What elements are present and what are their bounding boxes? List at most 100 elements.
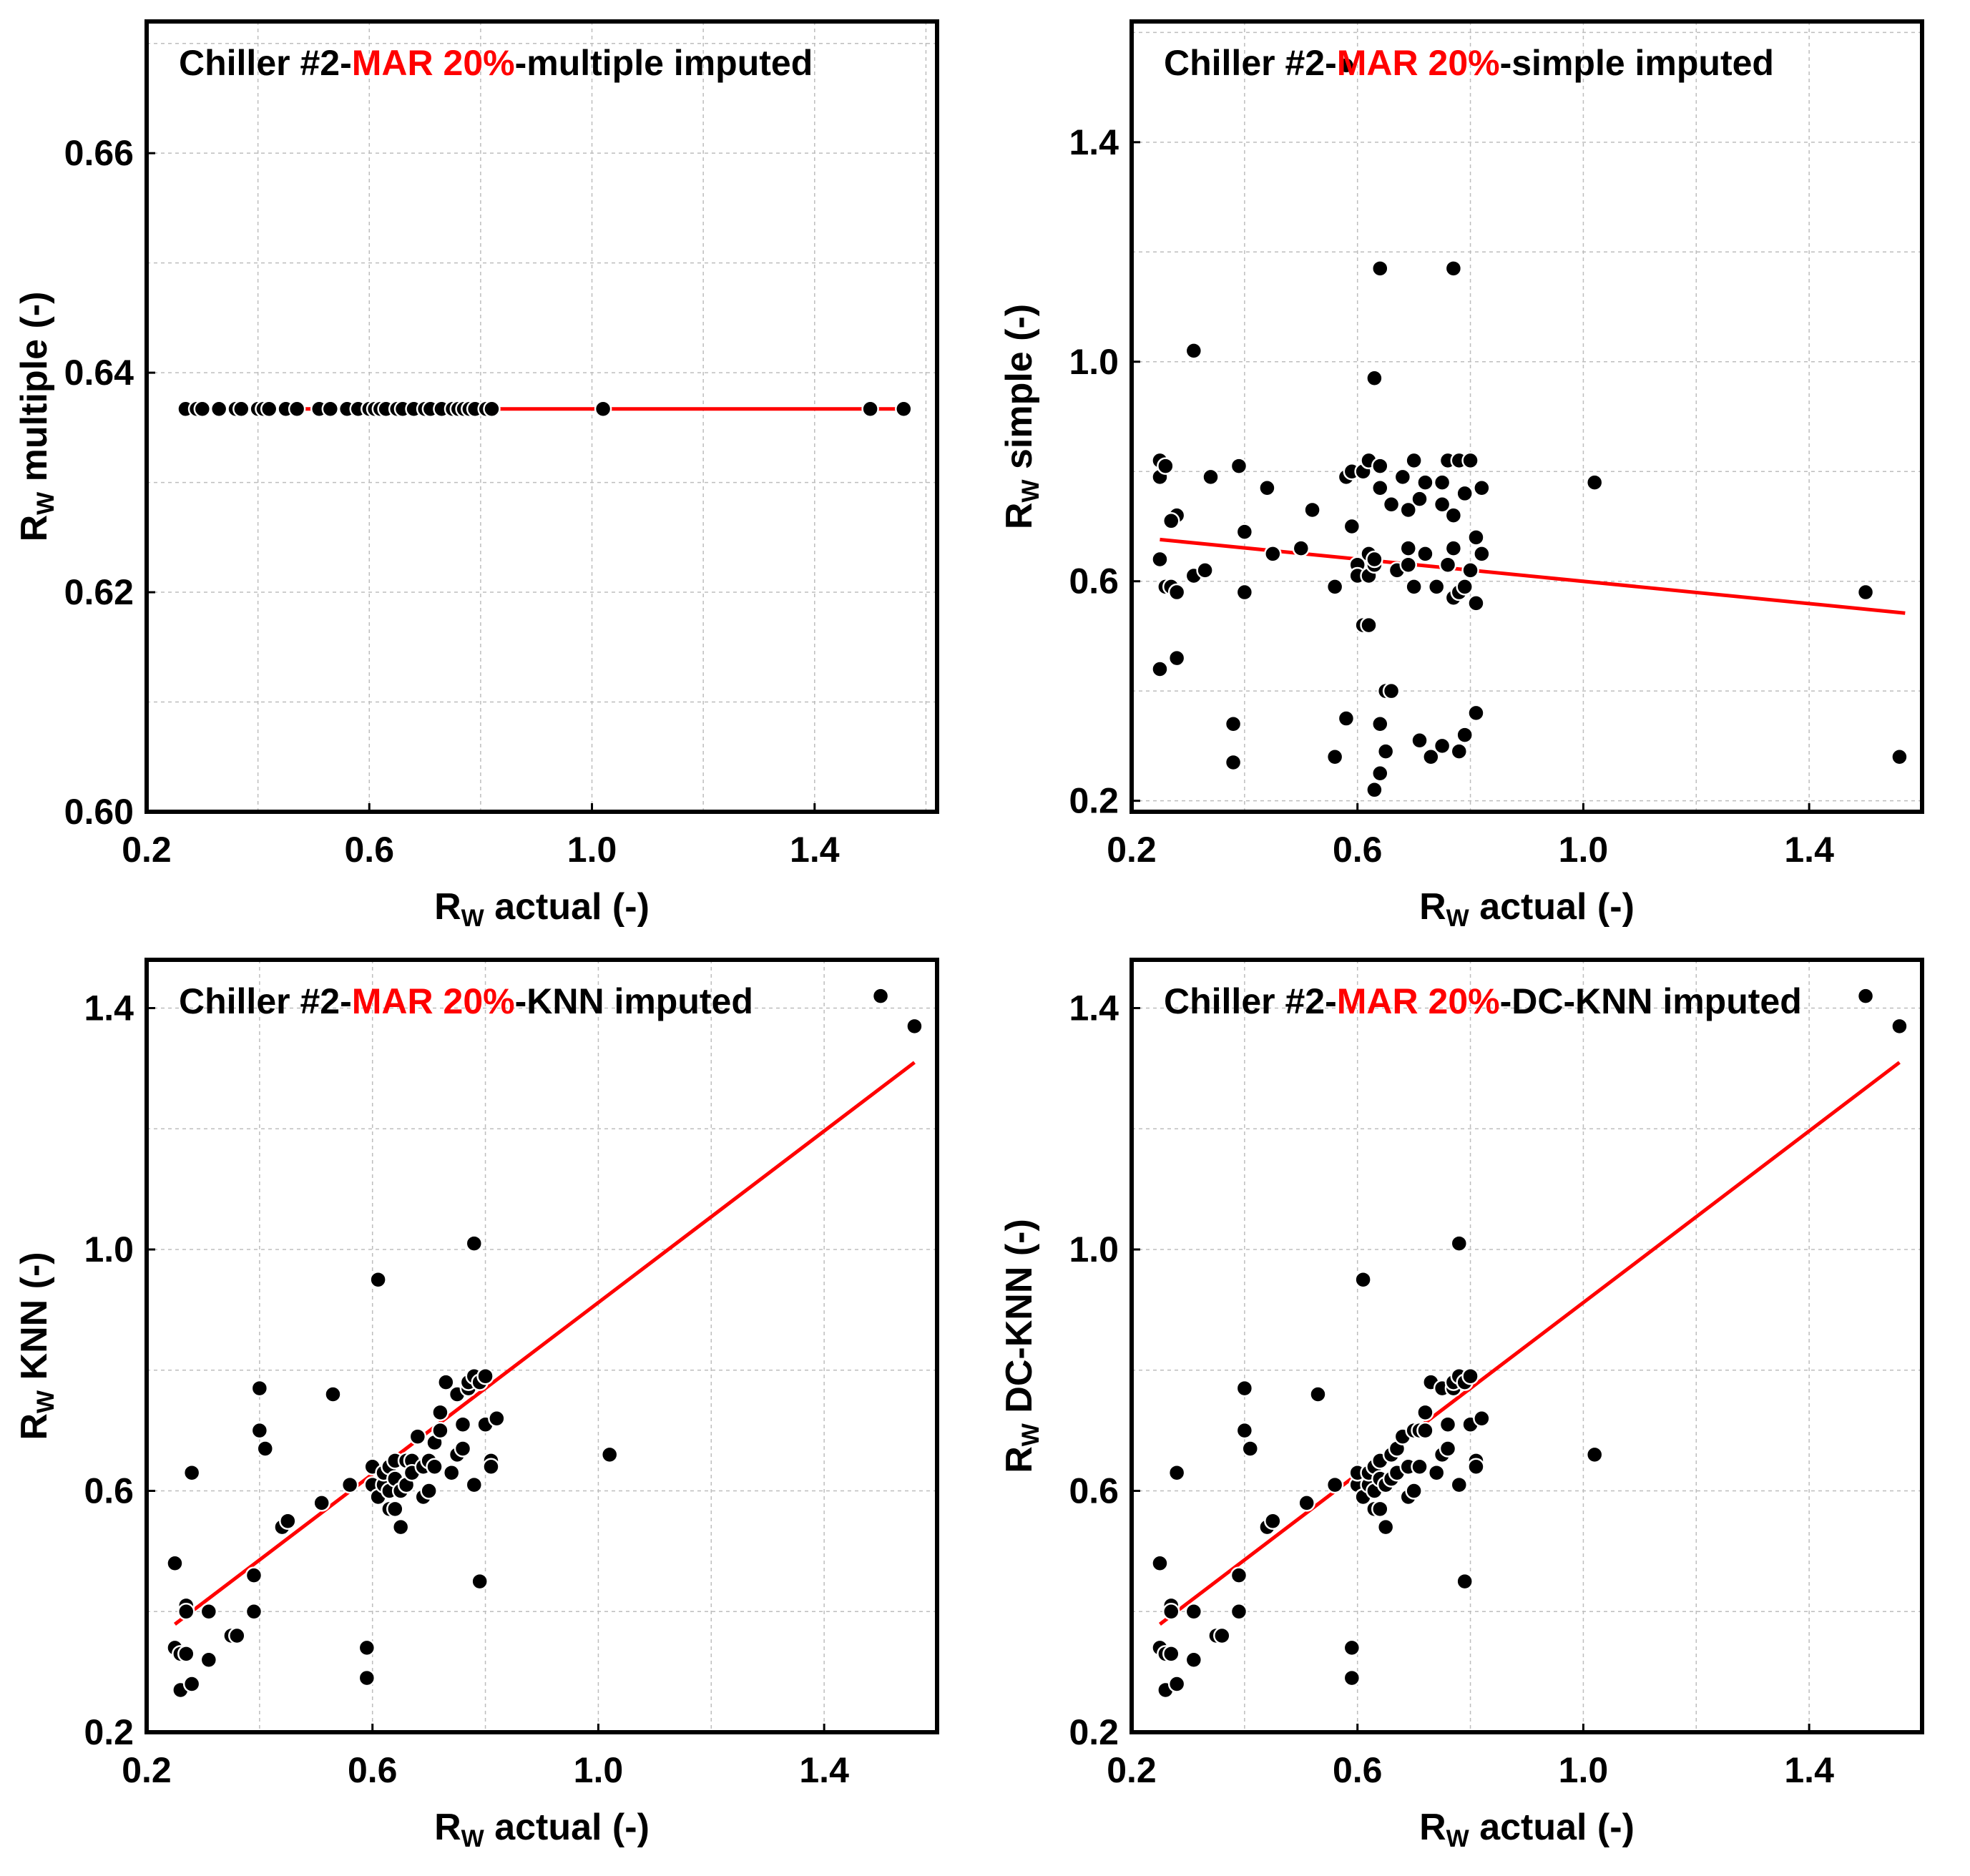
chart-title: Chiller #2-MAR 20%-KNN imputed xyxy=(179,981,753,1021)
data-point xyxy=(369,1270,387,1289)
title-highlight: MAR 20% xyxy=(352,981,515,1021)
data-point xyxy=(193,400,212,418)
data-point xyxy=(1856,583,1875,601)
data-point xyxy=(1467,1458,1485,1475)
x-axis-label: RW actual (-) xyxy=(434,1807,650,1852)
data-point xyxy=(245,1603,263,1621)
x-tick-label: 1.0 xyxy=(1559,830,1609,870)
data-point xyxy=(1467,594,1485,612)
data-point xyxy=(1337,709,1356,727)
data-point xyxy=(358,1669,376,1687)
data-point xyxy=(232,400,250,418)
x-tick-label: 1.4 xyxy=(1784,830,1834,870)
y-tick-label: 0.6 xyxy=(1069,561,1119,601)
data-point xyxy=(1303,501,1321,519)
title-prefix: Chiller #2- xyxy=(179,981,352,1021)
data-point xyxy=(1167,583,1186,601)
data-point xyxy=(200,1651,218,1669)
data-point xyxy=(1371,765,1389,782)
y-tick-label: 0.66 xyxy=(64,133,134,173)
data-point xyxy=(1371,714,1389,733)
data-point xyxy=(1230,457,1248,475)
data-point xyxy=(1224,714,1243,733)
data-point xyxy=(1202,468,1220,486)
data-point xyxy=(1241,1440,1259,1458)
data-point xyxy=(1162,512,1180,530)
data-point xyxy=(391,1518,410,1536)
data-point xyxy=(600,1445,619,1464)
y-tick-label: 0.2 xyxy=(1069,1712,1119,1752)
data-point xyxy=(1371,457,1389,475)
chart-knn-imputed: 0.2 0.6 1.0 1.4 0.2 0.6 1.0 1.4 Chiller #2-MAR… xyxy=(14,958,939,1852)
x-tick-label: 0.6 xyxy=(348,1750,398,1790)
title-suffix: -KNN imputed xyxy=(515,981,753,1021)
data-point xyxy=(437,1373,455,1391)
data-point xyxy=(1461,561,1479,579)
x-axis-label: RW actual (-) xyxy=(1419,886,1635,932)
data-point xyxy=(1456,1572,1474,1591)
data-point xyxy=(313,1494,330,1512)
data-point xyxy=(465,1475,484,1494)
data-point xyxy=(1461,1367,1479,1385)
data-point xyxy=(228,1626,246,1645)
x-tick-label: 0.2 xyxy=(1107,1750,1157,1790)
data-point xyxy=(1162,1645,1180,1663)
title-highlight: MAR 20% xyxy=(1337,981,1500,1021)
data-point xyxy=(465,1234,484,1252)
data-point xyxy=(1585,473,1604,491)
title-prefix: Chiller #2- xyxy=(1164,43,1337,83)
x-tick-label: 0.2 xyxy=(1107,830,1157,870)
chart-dc-knn-imputed: 0.2 0.6 1.0 1.4 0.2 0.6 1.0 1.4 Chiller #2-MAR… xyxy=(999,958,1924,1852)
x-tick-label: 0.6 xyxy=(1333,1750,1383,1790)
regression-line xyxy=(1160,537,1906,615)
data-point xyxy=(1433,473,1451,491)
data-point xyxy=(1393,468,1412,486)
data-point xyxy=(1473,1410,1491,1428)
data-point xyxy=(288,400,306,418)
data-point xyxy=(1213,1626,1231,1645)
title-suffix: -multiple imputed xyxy=(515,43,813,83)
data-point xyxy=(1343,1639,1361,1657)
data-point xyxy=(1444,506,1463,524)
data-point xyxy=(1444,260,1463,278)
data-point xyxy=(1450,742,1469,760)
y-axis-label: RW simple (-) xyxy=(999,304,1044,529)
y-axis-label: RW KNN (-) xyxy=(14,1252,59,1440)
x-tick-label: 1.4 xyxy=(799,1750,849,1790)
data-point xyxy=(1405,578,1423,596)
data-point xyxy=(250,1379,269,1398)
y-tick-label: 0.6 xyxy=(1069,1471,1119,1511)
data-point xyxy=(245,1566,263,1584)
data-point xyxy=(200,1603,218,1621)
data-point xyxy=(1230,1603,1248,1621)
y-tick-label: 0.2 xyxy=(1069,781,1119,821)
x-tick-label: 0.6 xyxy=(345,830,395,870)
data-point xyxy=(1292,539,1310,557)
plot-frame xyxy=(144,958,939,1734)
data-point xyxy=(1399,501,1417,519)
x-tick-label: 1.0 xyxy=(574,1750,624,1790)
data-point xyxy=(321,400,340,418)
data-point xyxy=(1376,742,1395,760)
data-point xyxy=(1439,1415,1457,1433)
data-point xyxy=(166,1554,184,1572)
data-point xyxy=(1354,1270,1372,1289)
data-point xyxy=(1416,473,1434,491)
y-tick-label: 1.4 xyxy=(84,988,134,1028)
data-point xyxy=(431,1421,449,1440)
data-point xyxy=(324,1385,342,1403)
data-point xyxy=(1411,731,1429,750)
data-point xyxy=(1585,1445,1604,1464)
data-point xyxy=(177,1603,195,1621)
data-point xyxy=(1366,369,1383,388)
data-point xyxy=(906,1017,923,1036)
data-point xyxy=(1151,660,1169,678)
data-point xyxy=(1360,616,1378,634)
data-point xyxy=(1433,496,1451,514)
data-point xyxy=(408,1428,427,1445)
plot-frame xyxy=(1129,19,1924,814)
data-point xyxy=(1427,1463,1446,1482)
data-point xyxy=(1422,748,1440,766)
y-tick-label: 0.62 xyxy=(64,572,134,612)
x-tick-label: 1.0 xyxy=(1559,1750,1609,1790)
